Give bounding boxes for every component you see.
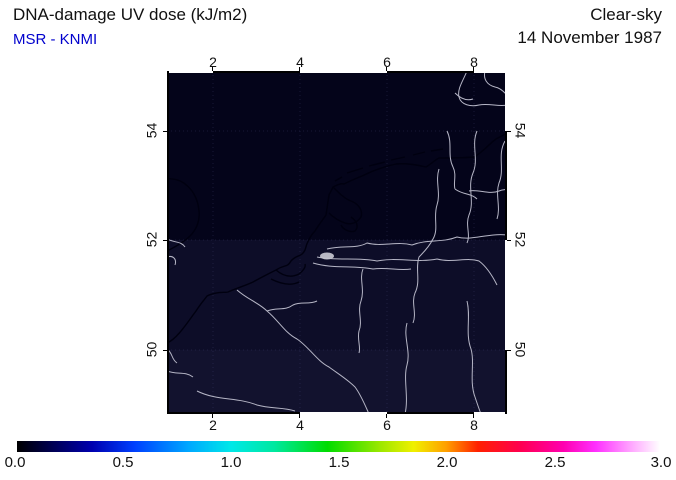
axis-label-bottom-8: 8 <box>470 417 478 433</box>
tick-bottom-6 <box>386 414 387 418</box>
condition-label: Clear-sky <box>590 5 662 24</box>
bright-area-blob <box>320 252 334 260</box>
axis-label-top-2: 2 <box>209 54 217 70</box>
axis-label-bottom-6: 6 <box>383 417 391 433</box>
colorbar-gradient <box>17 441 660 452</box>
map-frame-top <box>167 71 507 73</box>
axis-label-top-6: 6 <box>383 54 391 70</box>
axis-label-bottom-4: 4 <box>296 417 304 433</box>
axis-label-right-54: 54 <box>512 122 529 139</box>
colorbar-label-2: 1.0 <box>220 454 242 471</box>
coastline-layer <box>167 132 507 344</box>
colorbar-label-6: 3.0 <box>650 454 672 471</box>
colorbar-label-0: 0.0 <box>4 454 26 471</box>
tick-top-8 <box>473 67 474 71</box>
tick-left-50 <box>163 350 167 351</box>
tick-top-6 <box>386 67 387 71</box>
source-label: MSR - KNMI <box>13 31 98 48</box>
axis-label-right-52: 52 <box>512 231 529 248</box>
colorbar-label-1: 0.5 <box>112 454 134 471</box>
colorbar-label-4: 2.0 <box>436 454 458 471</box>
map-frame-left <box>167 71 169 414</box>
colorbar-label-3: 1.5 <box>328 454 350 471</box>
tick-bottom-2 <box>212 414 213 418</box>
tick-bottom-4 <box>299 414 300 418</box>
map-frame-bottom <box>167 412 507 414</box>
tick-bottom-8 <box>473 414 474 418</box>
axis-label-left-50: 50 <box>143 341 160 358</box>
tick-top-4 <box>299 67 300 71</box>
uv-field-mid <box>167 240 507 350</box>
graticule <box>167 71 507 414</box>
tick-right-52 <box>507 240 511 241</box>
map-panel <box>167 71 507 414</box>
axis-label-top-4: 4 <box>296 54 304 70</box>
axis-label-left-52: 52 <box>143 231 160 248</box>
axis-label-right-50: 50 <box>512 341 529 358</box>
tick-right-50 <box>507 350 511 351</box>
uv-field-south <box>167 350 507 414</box>
tick-left-52 <box>163 240 167 241</box>
uv-field-north <box>167 71 507 240</box>
date-label: 14 November 1987 <box>517 28 662 47</box>
map-canvas <box>167 71 507 414</box>
tick-top-2 <box>212 67 213 71</box>
tick-left-54 <box>163 131 167 132</box>
tick-right-54 <box>507 131 511 132</box>
border-river-layer <box>167 71 507 414</box>
axis-label-left-54: 54 <box>143 122 160 139</box>
page-title: DNA-damage UV dose (kJ/m2) <box>13 5 248 24</box>
map-frame-right <box>505 71 507 414</box>
colorbar-label-5: 2.5 <box>544 454 566 471</box>
axis-label-top-8: 8 <box>470 54 478 70</box>
axis-label-bottom-2: 2 <box>209 417 217 433</box>
